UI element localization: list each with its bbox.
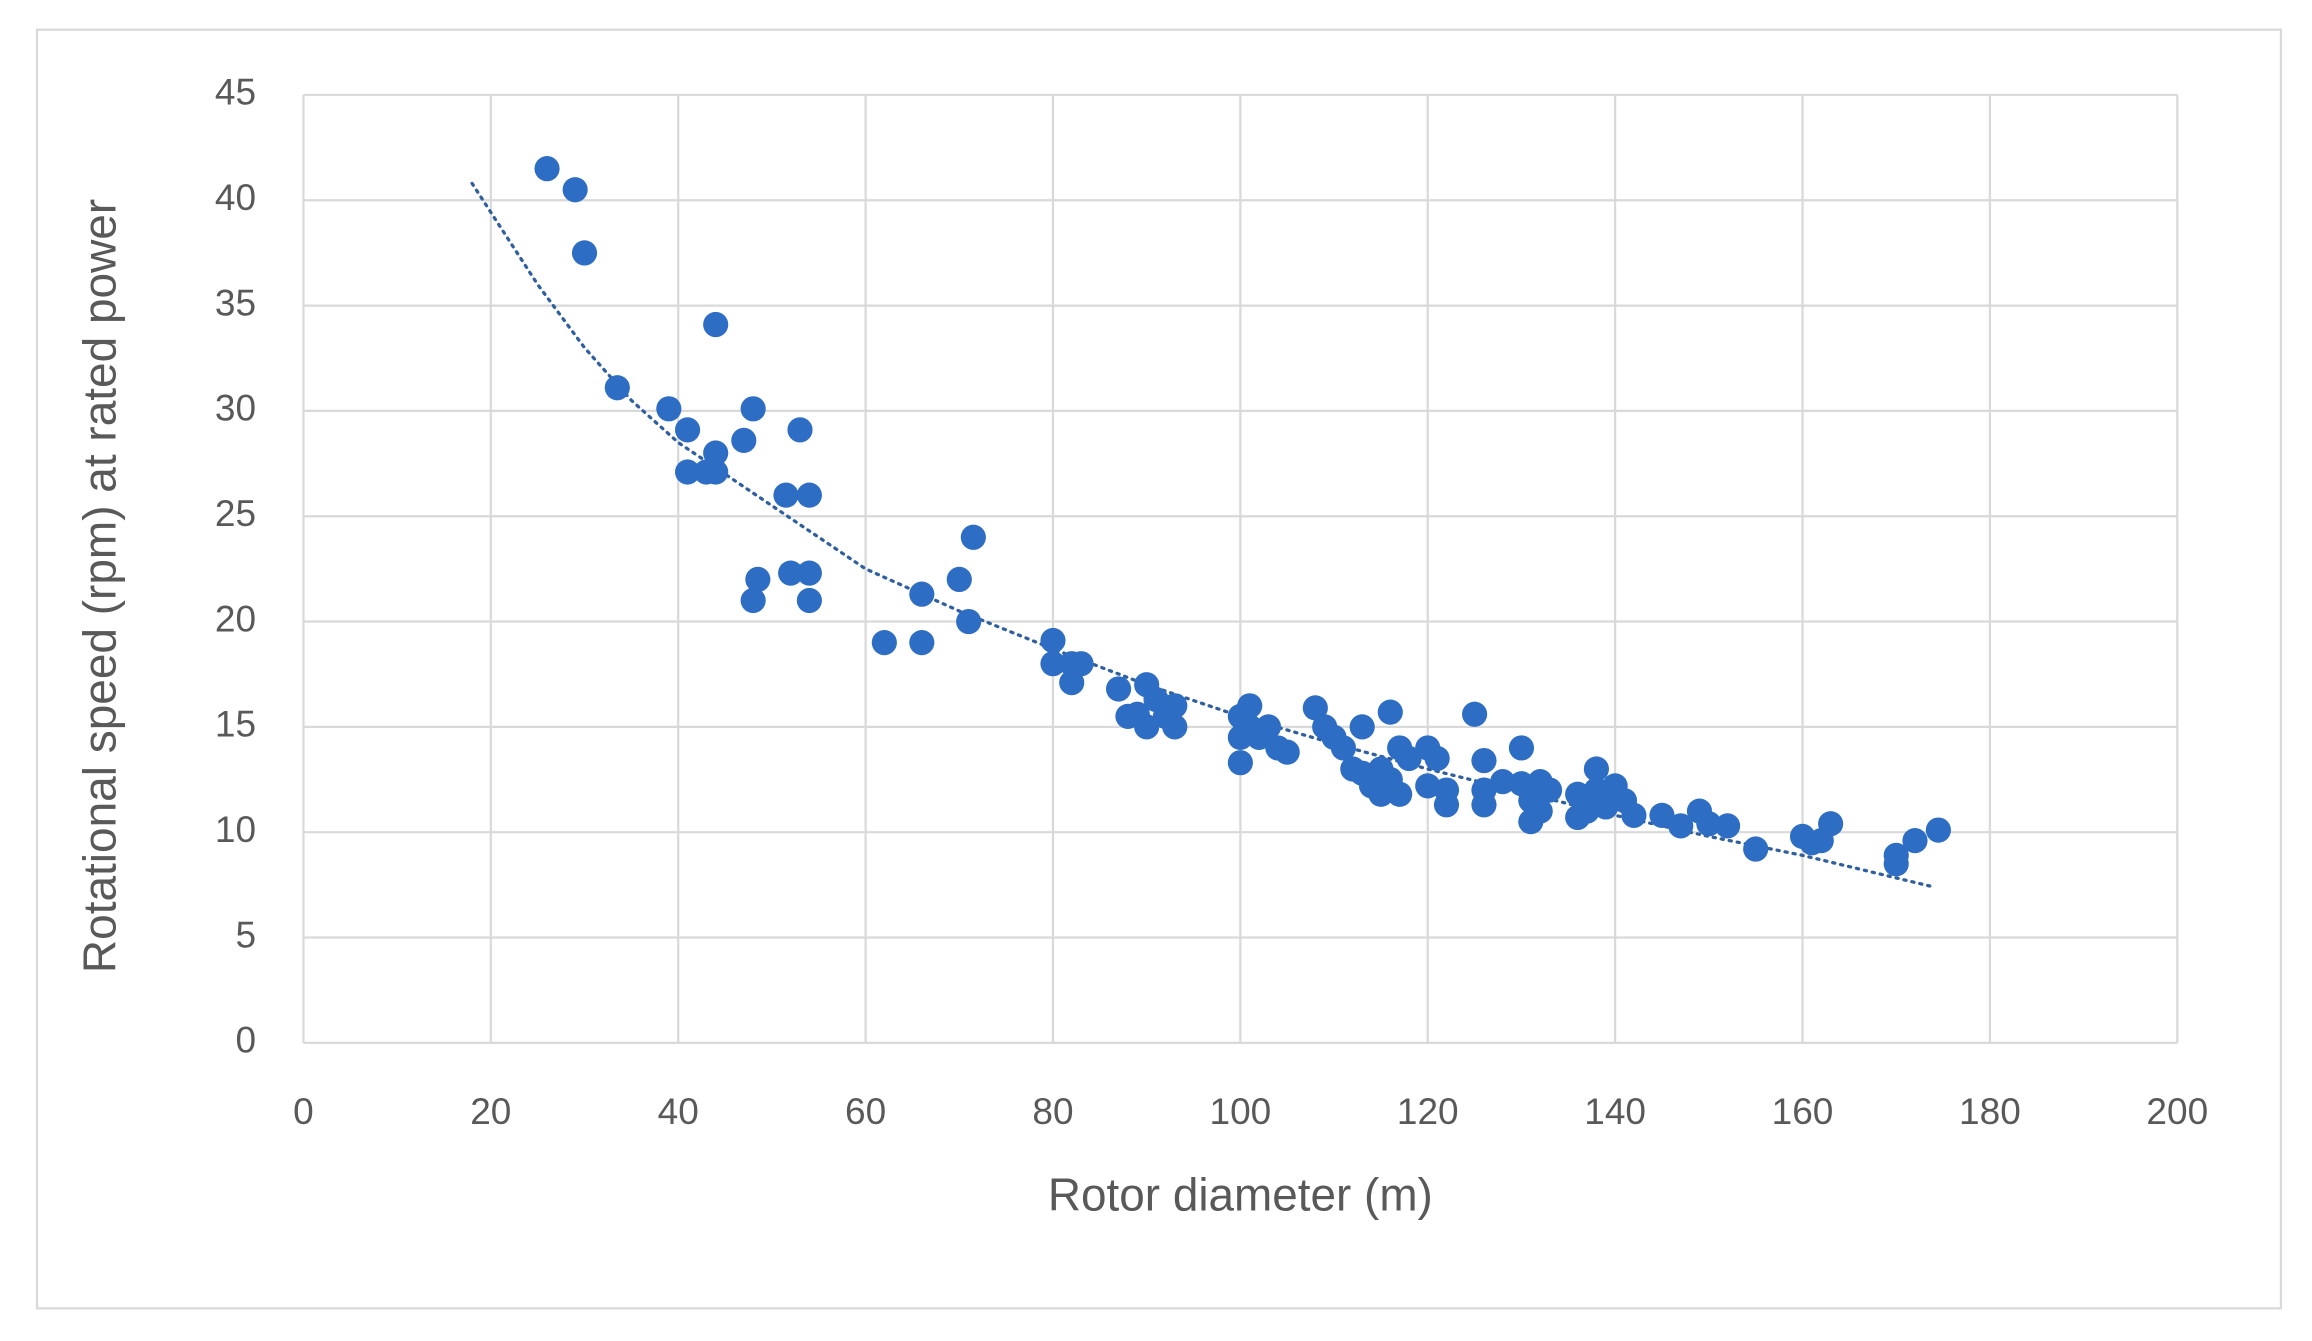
data-point (1105, 676, 1132, 702)
y-tick-label: 25 (215, 492, 256, 534)
x-tick-label: 140 (1584, 1090, 1646, 1132)
data-point (1583, 756, 1609, 782)
data-point (731, 427, 757, 454)
x-tick-label: 180 (1959, 1090, 2021, 1132)
data-point (571, 240, 598, 266)
data-point (787, 417, 813, 443)
x-tick-label: 200 (2146, 1090, 2208, 1132)
data-point (1714, 813, 1741, 839)
data-point (1330, 735, 1357, 761)
data-point (604, 375, 630, 401)
data-point (703, 311, 729, 338)
data-point (1433, 792, 1460, 818)
data-point (1574, 798, 1600, 824)
data-point (1668, 813, 1694, 839)
data-point (956, 608, 982, 635)
data-point (740, 587, 766, 614)
data-point (796, 482, 822, 508)
x-tick-label: 80 (1032, 1090, 1073, 1132)
y-tick-label: 35 (215, 281, 256, 323)
data-point (1162, 714, 1188, 740)
y-tick-label: 45 (215, 71, 256, 113)
data-point (1040, 627, 1066, 654)
data-point (703, 440, 729, 466)
x-tick-label: 100 (1210, 1090, 1272, 1132)
data-point (1274, 739, 1300, 765)
data-point (1621, 802, 1647, 828)
chart-frame (35, 28, 2283, 1310)
x-tick-label: 40 (658, 1090, 699, 1132)
data-point (1902, 828, 1928, 854)
data-point (773, 482, 799, 508)
x-tick-label: 20 (470, 1090, 511, 1132)
x-axis-title: Rotor diameter (m) (1048, 1169, 1433, 1221)
data-point (1040, 651, 1066, 677)
x-tick-label: 160 (1772, 1090, 1834, 1132)
data-point (1387, 781, 1413, 807)
data-point (562, 177, 588, 203)
data-point (1471, 747, 1497, 774)
x-tick-label: 120 (1397, 1090, 1459, 1132)
y-tick-label: 40 (215, 176, 256, 218)
data-point (674, 459, 701, 485)
data-point (534, 156, 560, 182)
data-point (909, 630, 935, 656)
data-point (1349, 714, 1375, 740)
y-tick-label: 15 (215, 703, 256, 745)
data-point (909, 581, 935, 607)
y-tick-label: 20 (215, 597, 256, 639)
data-point (1424, 745, 1450, 772)
data-point (1255, 714, 1282, 740)
data-point (1471, 792, 1497, 818)
data-point (796, 560, 822, 586)
data-point (871, 630, 897, 656)
data-point (946, 566, 972, 593)
data-point (1134, 714, 1160, 740)
y-tick-label: 10 (215, 808, 256, 850)
data-point (1649, 802, 1675, 828)
data-point (1302, 695, 1328, 721)
y-tick-label: 30 (215, 387, 256, 429)
data-point (1743, 836, 1769, 862)
data-point (1162, 693, 1188, 719)
data-point (1377, 699, 1403, 725)
data-point (1415, 773, 1441, 799)
data-point (745, 566, 771, 593)
y-tick-label: 5 (235, 913, 256, 955)
data-point (1396, 745, 1422, 772)
data-point (1490, 769, 1516, 795)
data-point (1883, 842, 1909, 868)
data-point (1227, 750, 1253, 776)
y-axis-title: Rotational speed (rpm) at rated power (74, 199, 126, 973)
x-tick-label: 60 (845, 1090, 886, 1132)
data-point (960, 524, 986, 550)
x-tick-label: 0 (293, 1090, 314, 1132)
data-point (778, 560, 804, 586)
data-point (1237, 693, 1263, 719)
data-point (1696, 811, 1722, 837)
data-point (656, 396, 682, 422)
data-point (1818, 811, 1844, 837)
data-point (1059, 670, 1085, 696)
data-point (1925, 817, 1951, 843)
data-point (674, 417, 701, 443)
data-point (1462, 701, 1488, 727)
data-point (740, 396, 766, 422)
data-point (1527, 798, 1553, 824)
y-tick-label: 0 (235, 1019, 256, 1061)
data-point (1068, 651, 1094, 677)
data-point (1508, 735, 1535, 761)
data-point (703, 459, 729, 485)
data-point (1536, 777, 1563, 803)
data-point (796, 587, 822, 614)
